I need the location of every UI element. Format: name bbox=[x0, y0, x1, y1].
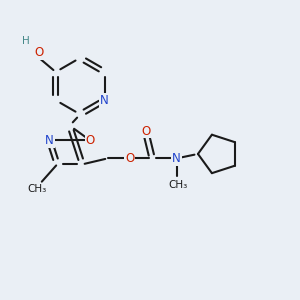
Text: O: O bbox=[125, 152, 134, 165]
Text: N: N bbox=[172, 152, 181, 165]
Text: CH₃: CH₃ bbox=[168, 180, 188, 190]
Text: O: O bbox=[35, 46, 44, 59]
Text: O: O bbox=[142, 124, 151, 138]
Text: H: H bbox=[22, 36, 30, 46]
Text: N: N bbox=[45, 134, 54, 147]
Text: N: N bbox=[100, 94, 109, 107]
Text: O: O bbox=[85, 134, 95, 147]
Text: CH₃: CH₃ bbox=[28, 184, 47, 194]
